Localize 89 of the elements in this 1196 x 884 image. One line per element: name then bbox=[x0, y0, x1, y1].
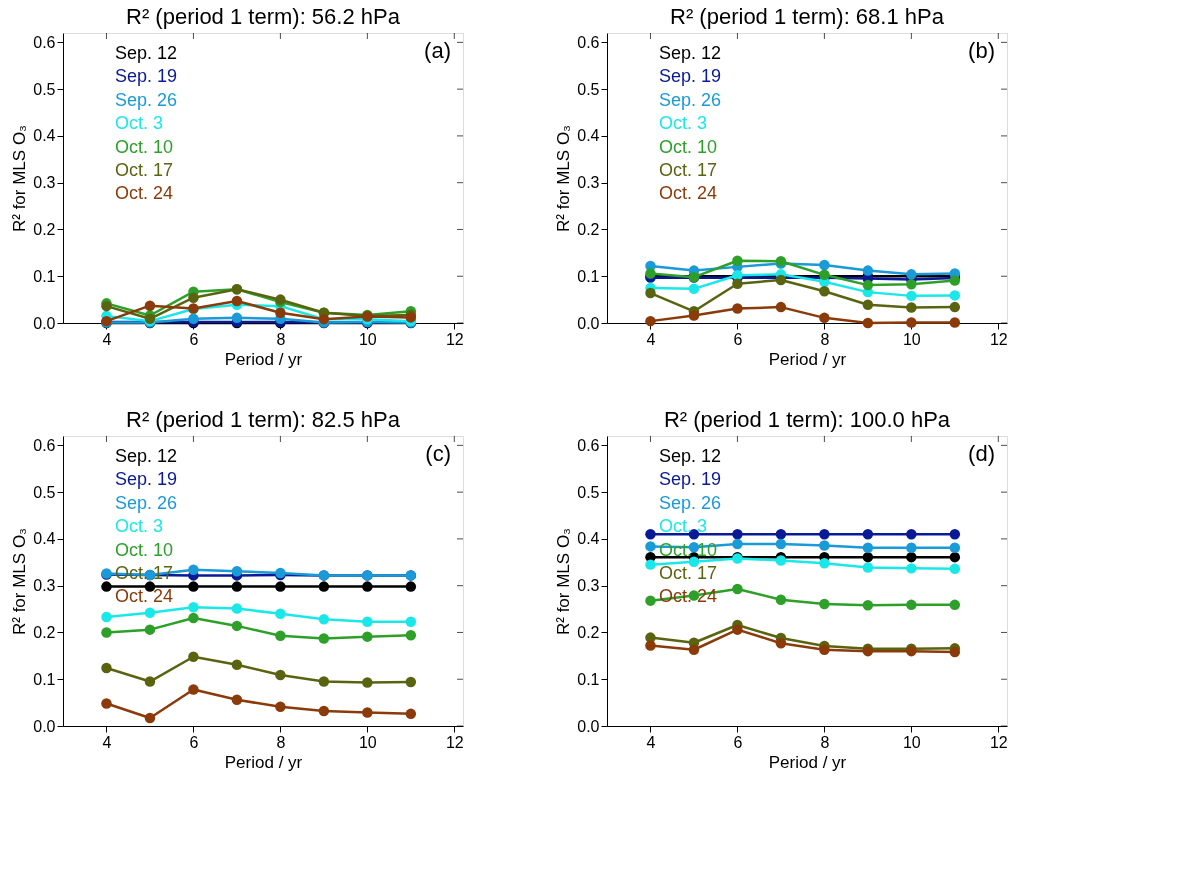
x-tick-label: 8 bbox=[276, 733, 286, 751]
text: Sep. 19 bbox=[659, 66, 722, 87]
text: Oct. 10 bbox=[115, 136, 174, 157]
x-tick-label: 4 bbox=[646, 330, 656, 348]
y-tick-label: 0.3 bbox=[577, 577, 600, 595]
y-tick-label: 0.6 bbox=[33, 33, 56, 51]
chart-title: R² (period 1 term): 82.5 hPa bbox=[126, 407, 401, 432]
x-tick-label: 6 bbox=[733, 733, 743, 751]
y-axis-title: R² for MLS O₃ bbox=[554, 124, 574, 233]
y-tick-label: 0.2 bbox=[33, 220, 56, 238]
text: Oct. 3 bbox=[115, 113, 164, 134]
x-tick-label: 8 bbox=[820, 733, 830, 751]
y-tick-label: 0.6 bbox=[577, 33, 600, 51]
text: Sep. 26 bbox=[115, 492, 178, 513]
y-tick-label: 0.5 bbox=[577, 80, 600, 98]
y-tick-label: 0.3 bbox=[33, 577, 56, 595]
y-axis-title: R² for MLS O₃ bbox=[554, 527, 574, 636]
x-tick-label: 8 bbox=[820, 330, 830, 348]
y-tick-label: 0.0 bbox=[577, 314, 600, 332]
x-tick-label: 10 bbox=[902, 733, 921, 751]
y-tick-label: 0.0 bbox=[33, 717, 56, 735]
x-tick-label: 12 bbox=[445, 733, 464, 751]
legend-label: Sep. 12 bbox=[115, 43, 178, 63]
y-tick-label: 0.2 bbox=[577, 220, 600, 238]
x-axis-title: Period / yr bbox=[224, 349, 303, 369]
y-tick-label: 0.1 bbox=[33, 670, 56, 688]
y-tick-label: 0.3 bbox=[33, 174, 56, 192]
x-tick-label: 4 bbox=[102, 330, 112, 348]
y-tick-label: 0.2 bbox=[33, 623, 56, 641]
y-tick-label: 0.1 bbox=[33, 267, 56, 285]
x-tick-label: 6 bbox=[189, 733, 199, 751]
x-tick-label: 10 bbox=[358, 330, 377, 348]
y-axis-title: R² for MLS O₃ bbox=[10, 124, 30, 233]
x-axis-title: Period / yr bbox=[768, 349, 847, 369]
y-tick-label: 0.4 bbox=[577, 530, 600, 548]
x-tick-label: 8 bbox=[276, 330, 286, 348]
annotation: (d) bbox=[968, 441, 995, 466]
y-tick-label: 0.1 bbox=[577, 670, 600, 688]
x-axis-title: Period / yr bbox=[768, 752, 847, 772]
legend-label: Sep. 12 bbox=[115, 446, 178, 466]
chart-title: R² (period 1 term): 56.2 hPa bbox=[126, 4, 401, 29]
y-tick-label: 0.5 bbox=[33, 80, 56, 98]
text: Oct. 3 bbox=[659, 113, 708, 134]
y-tick-label: 0.4 bbox=[33, 530, 56, 548]
text: Oct. 3 bbox=[115, 516, 164, 537]
text: Oct. 24 bbox=[115, 183, 174, 204]
text: Sep. 19 bbox=[115, 66, 178, 87]
y-tick-label: 0.5 bbox=[33, 483, 56, 501]
y-tick-label: 0.4 bbox=[577, 127, 600, 145]
annotation: (b) bbox=[968, 38, 995, 63]
y-tick-label: 0.5 bbox=[577, 483, 600, 501]
y-tick-label: 0.6 bbox=[577, 436, 600, 454]
x-tick-label: 6 bbox=[189, 330, 199, 348]
y-tick-label: 0.0 bbox=[33, 314, 56, 332]
text: Oct. 24 bbox=[115, 586, 174, 607]
y-tick-label: 0.4 bbox=[33, 127, 56, 145]
y-axis-title: R² for MLS O₃ bbox=[10, 527, 30, 636]
y-tick-label: 0.0 bbox=[577, 717, 600, 735]
legend-label: Sep. 12 bbox=[659, 43, 722, 63]
x-tick-label: 4 bbox=[102, 733, 112, 751]
text: Sep. 19 bbox=[659, 469, 722, 490]
series-label: Oct. 3 bbox=[659, 516, 708, 537]
text: Sep. 26 bbox=[659, 89, 722, 110]
chart-title: R² (period 1 term): 100.0 hPa bbox=[663, 407, 951, 432]
y-tick-label: 0.3 bbox=[577, 174, 600, 192]
text: Sep. 19 bbox=[115, 469, 178, 490]
text: Sep. 26 bbox=[115, 89, 178, 110]
y-tick-label: 0.6 bbox=[33, 436, 56, 454]
annotation: (c) bbox=[425, 441, 451, 466]
text: Oct. 24 bbox=[659, 183, 718, 204]
x-tick-label: 12 bbox=[989, 733, 1008, 751]
text: Oct. 10 bbox=[659, 136, 718, 157]
x-tick-label: 10 bbox=[358, 733, 377, 751]
chart-title: R² (period 1 term): 68.1 hPa bbox=[670, 4, 945, 29]
y-tick-label: 0.1 bbox=[577, 267, 600, 285]
series-label: Sep. 26 bbox=[659, 492, 722, 513]
x-tick-label: 6 bbox=[733, 330, 743, 348]
x-axis-title: Period / yr bbox=[224, 752, 303, 772]
x-tick-label: 4 bbox=[646, 733, 656, 751]
text: Oct. 17 bbox=[659, 160, 718, 180]
x-tick-label: 12 bbox=[445, 330, 464, 348]
x-tick-label: 10 bbox=[902, 330, 921, 348]
text: Oct. 10 bbox=[115, 539, 174, 560]
y-tick-label: 0.2 bbox=[577, 623, 600, 641]
annotation: (a) bbox=[424, 38, 451, 63]
text: Oct. 17 bbox=[659, 563, 718, 583]
legend-label: Sep. 12 bbox=[659, 446, 722, 466]
x-tick-label: 12 bbox=[989, 330, 1008, 348]
text: Oct. 17 bbox=[115, 160, 174, 180]
